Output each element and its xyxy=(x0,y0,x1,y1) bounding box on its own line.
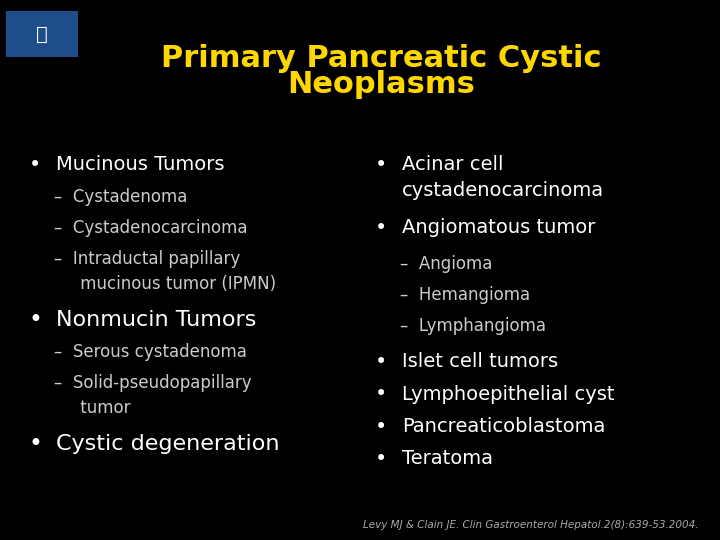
Text: •: • xyxy=(374,154,387,175)
Text: Nonmucin Tumors: Nonmucin Tumors xyxy=(56,309,256,330)
Text: •: • xyxy=(29,154,41,175)
Text: •: • xyxy=(374,352,387,372)
FancyBboxPatch shape xyxy=(6,11,78,57)
Text: –  Lymphangioma: – Lymphangioma xyxy=(400,316,546,335)
Text: –  Solid-pseudopapillary: – Solid-pseudopapillary xyxy=(54,374,251,392)
Text: 🌿: 🌿 xyxy=(36,24,48,44)
Text: –  Cystadenoma: – Cystadenoma xyxy=(54,188,187,206)
Text: Angiomatous tumor: Angiomatous tumor xyxy=(402,218,595,238)
Text: •: • xyxy=(29,308,42,332)
Text: •: • xyxy=(374,449,387,469)
Text: •: • xyxy=(29,432,42,456)
Text: Neoplasms: Neoplasms xyxy=(288,70,475,99)
Text: Islet cell tumors: Islet cell tumors xyxy=(402,352,558,372)
Text: •: • xyxy=(374,416,387,437)
Text: Teratoma: Teratoma xyxy=(402,449,492,469)
Text: Primary Pancreatic Cystic: Primary Pancreatic Cystic xyxy=(161,44,602,73)
Text: •: • xyxy=(374,218,387,238)
Text: Mucinous Tumors: Mucinous Tumors xyxy=(56,155,225,174)
Text: mucinous tumor (IPMN): mucinous tumor (IPMN) xyxy=(54,275,276,293)
Text: Lymphoepithelial cyst: Lymphoepithelial cyst xyxy=(402,384,614,404)
Text: –  Hemangioma: – Hemangioma xyxy=(400,286,530,304)
Text: Cystic degeneration: Cystic degeneration xyxy=(56,434,279,454)
Text: –  Serous cystadenoma: – Serous cystadenoma xyxy=(54,343,247,361)
Text: –  Angioma: – Angioma xyxy=(400,255,492,273)
Text: Levy MJ & Clain JE. Clin Gastroenterol Hepatol.2(8):639-53.2004.: Levy MJ & Clain JE. Clin Gastroenterol H… xyxy=(363,520,698,530)
Text: –  Cystadenocarcinoma: – Cystadenocarcinoma xyxy=(54,219,248,237)
Text: –  Intraductal papillary: – Intraductal papillary xyxy=(54,249,240,268)
Text: •: • xyxy=(374,384,387,404)
Text: cystadenocarcinoma: cystadenocarcinoma xyxy=(402,180,604,200)
Text: tumor: tumor xyxy=(54,399,130,417)
Text: Pancreaticoblastoma: Pancreaticoblastoma xyxy=(402,417,605,436)
Text: Acinar cell: Acinar cell xyxy=(402,155,503,174)
